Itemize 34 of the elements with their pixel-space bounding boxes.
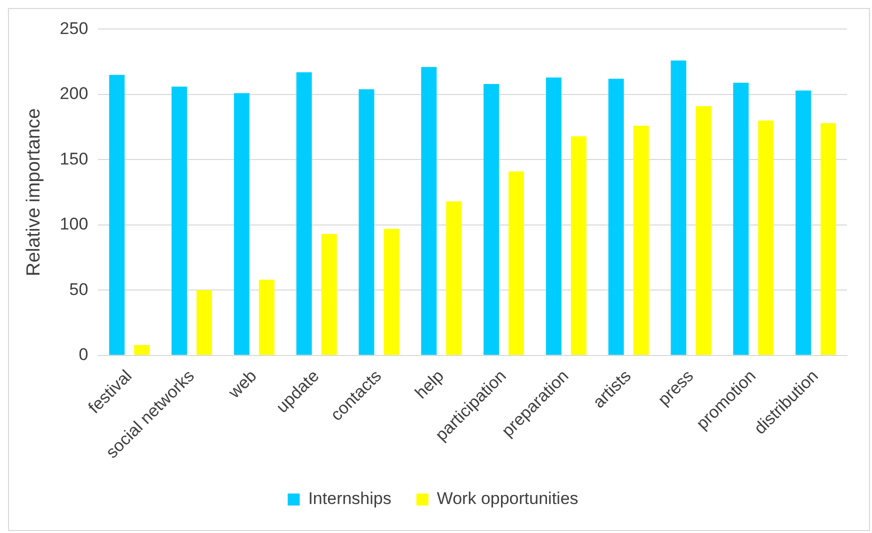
y-tick-label: 0 (78, 345, 88, 364)
y-tick-label: 250 (60, 18, 88, 38)
bar (234, 93, 250, 355)
bar (696, 106, 712, 355)
y-tick-label: 200 (60, 84, 88, 104)
bar (196, 290, 212, 355)
bar (109, 74, 125, 355)
bar (820, 123, 836, 355)
bar (608, 78, 624, 355)
bar (796, 90, 812, 355)
bar (633, 126, 649, 355)
bar (484, 84, 500, 355)
bar (446, 201, 462, 355)
bar (570, 136, 586, 355)
y-tick-label: 50 (69, 280, 88, 299)
bar (733, 82, 749, 355)
bar (670, 60, 686, 355)
bar (421, 67, 437, 355)
y-tick-label: 150 (60, 149, 88, 168)
x-tick-label: web (224, 366, 260, 403)
bar (172, 86, 188, 355)
y-axis-title: Relative importance (24, 108, 45, 276)
y-tick-label: 100 (60, 214, 88, 234)
legend-label: Internships (308, 489, 392, 508)
bar (296, 72, 312, 355)
bar (546, 77, 562, 355)
bar (134, 344, 150, 355)
bar (384, 228, 400, 355)
bar (508, 171, 524, 355)
bar (758, 120, 774, 355)
legend-label: Work opportunities (436, 489, 578, 508)
bar (258, 280, 274, 355)
bar (321, 234, 337, 355)
bar (358, 89, 374, 355)
